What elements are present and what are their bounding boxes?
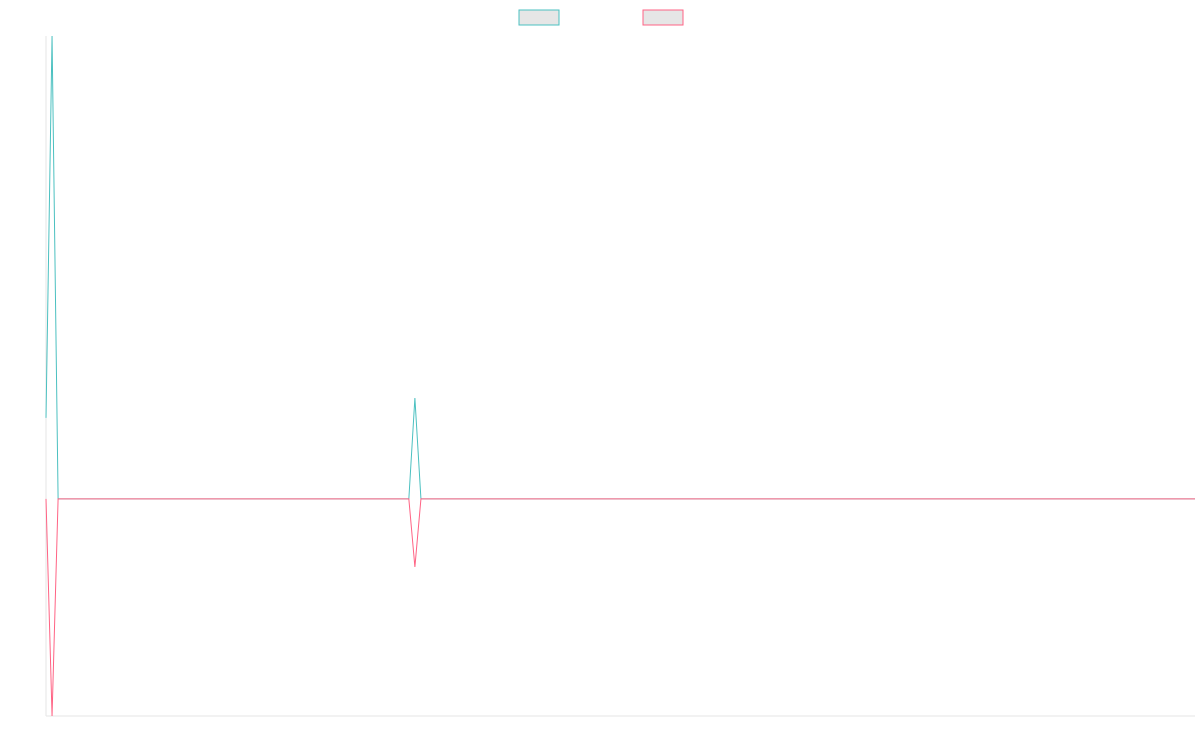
legend-swatch[interactable] <box>642 9 684 26</box>
line-series <box>45 498 1195 717</box>
line-series <box>45 35 1195 500</box>
legend-swatch[interactable] <box>518 9 560 26</box>
